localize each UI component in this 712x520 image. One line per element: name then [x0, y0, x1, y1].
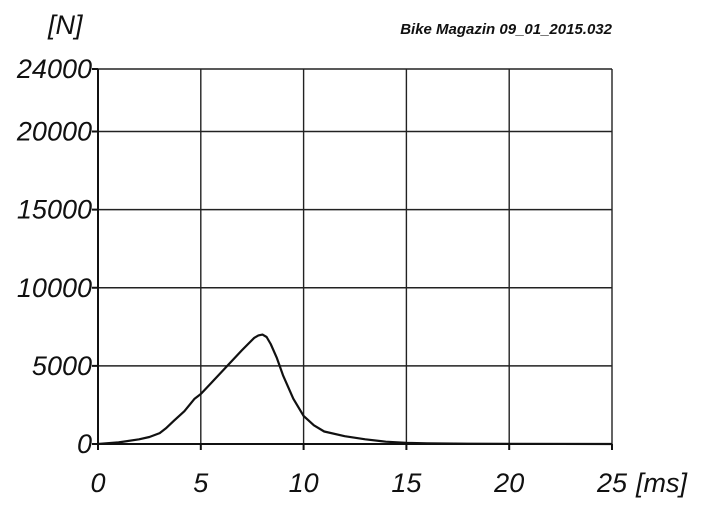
y-tick-label: 20000: [16, 117, 92, 147]
x-unit-label: [ms]: [635, 468, 688, 498]
y-tick-labels: 0 5000 10000 15000 20000 24000: [16, 54, 92, 459]
x-tick-label: 20: [493, 468, 524, 498]
y-tick-label: 5000: [32, 351, 92, 381]
x-tick-labels: 0 5 10 15 20 25: [90, 468, 628, 498]
y-tick-label: 10000: [17, 273, 92, 303]
source-label: Bike Magazin 09_01_2015.032: [400, 21, 612, 38]
x-tick-label: 10: [289, 468, 319, 498]
y-unit-label: [N]: [47, 10, 84, 40]
x-tick-label: 25: [596, 468, 628, 498]
y-tick-label: 0: [77, 429, 92, 459]
grid: [98, 68, 613, 444]
x-tick-label: 5: [193, 468, 209, 498]
x-tick-label: 15: [391, 468, 422, 498]
x-tick-label: 0: [90, 468, 105, 498]
force-curve: [97, 333, 613, 446]
y-tick-label: 15000: [17, 195, 92, 225]
axes: [92, 68, 613, 450]
y-tick-label: 24000: [16, 54, 92, 84]
